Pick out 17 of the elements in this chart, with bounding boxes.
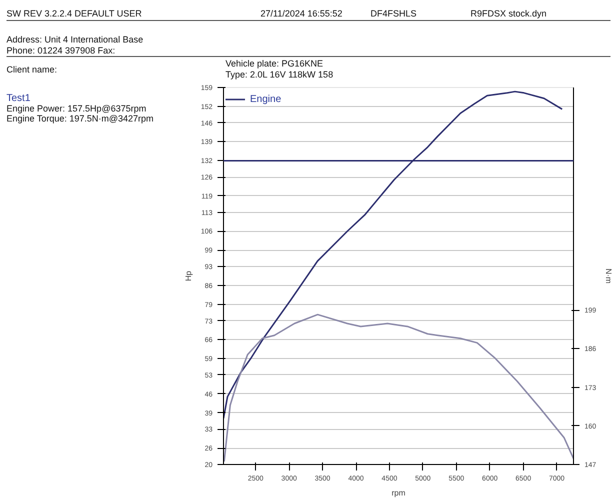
x-axis-title: rpm — [392, 488, 406, 498]
text: Engine Power: 157.5Hp@6375rpm — [6, 104, 146, 114]
text: DF4FSHLS — [370, 8, 417, 18]
y-axis-title: Hp — [184, 270, 193, 282]
text: Test1 — [6, 92, 31, 104]
line-series — [224, 314, 574, 462]
text: Phone: 01224 397908 Fax: — [6, 46, 116, 56]
text: Address: Unit 4 International Base — [6, 34, 144, 44]
text: Engine Torque: 197.5N·m@3427rpm — [6, 114, 154, 124]
text: 27/11/2024 16:55:52 — [260, 8, 342, 18]
text: R9FDSX stock.dyn — [470, 8, 547, 18]
text: SW REV 3.2.2.4 DEFAULT USER — [6, 8, 142, 18]
legend-label: Engine — [250, 94, 282, 104]
text: Vehicle plate: PG16KNE — [226, 58, 324, 68]
y2-axis-title: N·m — [604, 268, 614, 284]
text: Client name: — [6, 64, 58, 74]
text: Type: 2.0L 16V 118kW 158 — [226, 70, 334, 80]
